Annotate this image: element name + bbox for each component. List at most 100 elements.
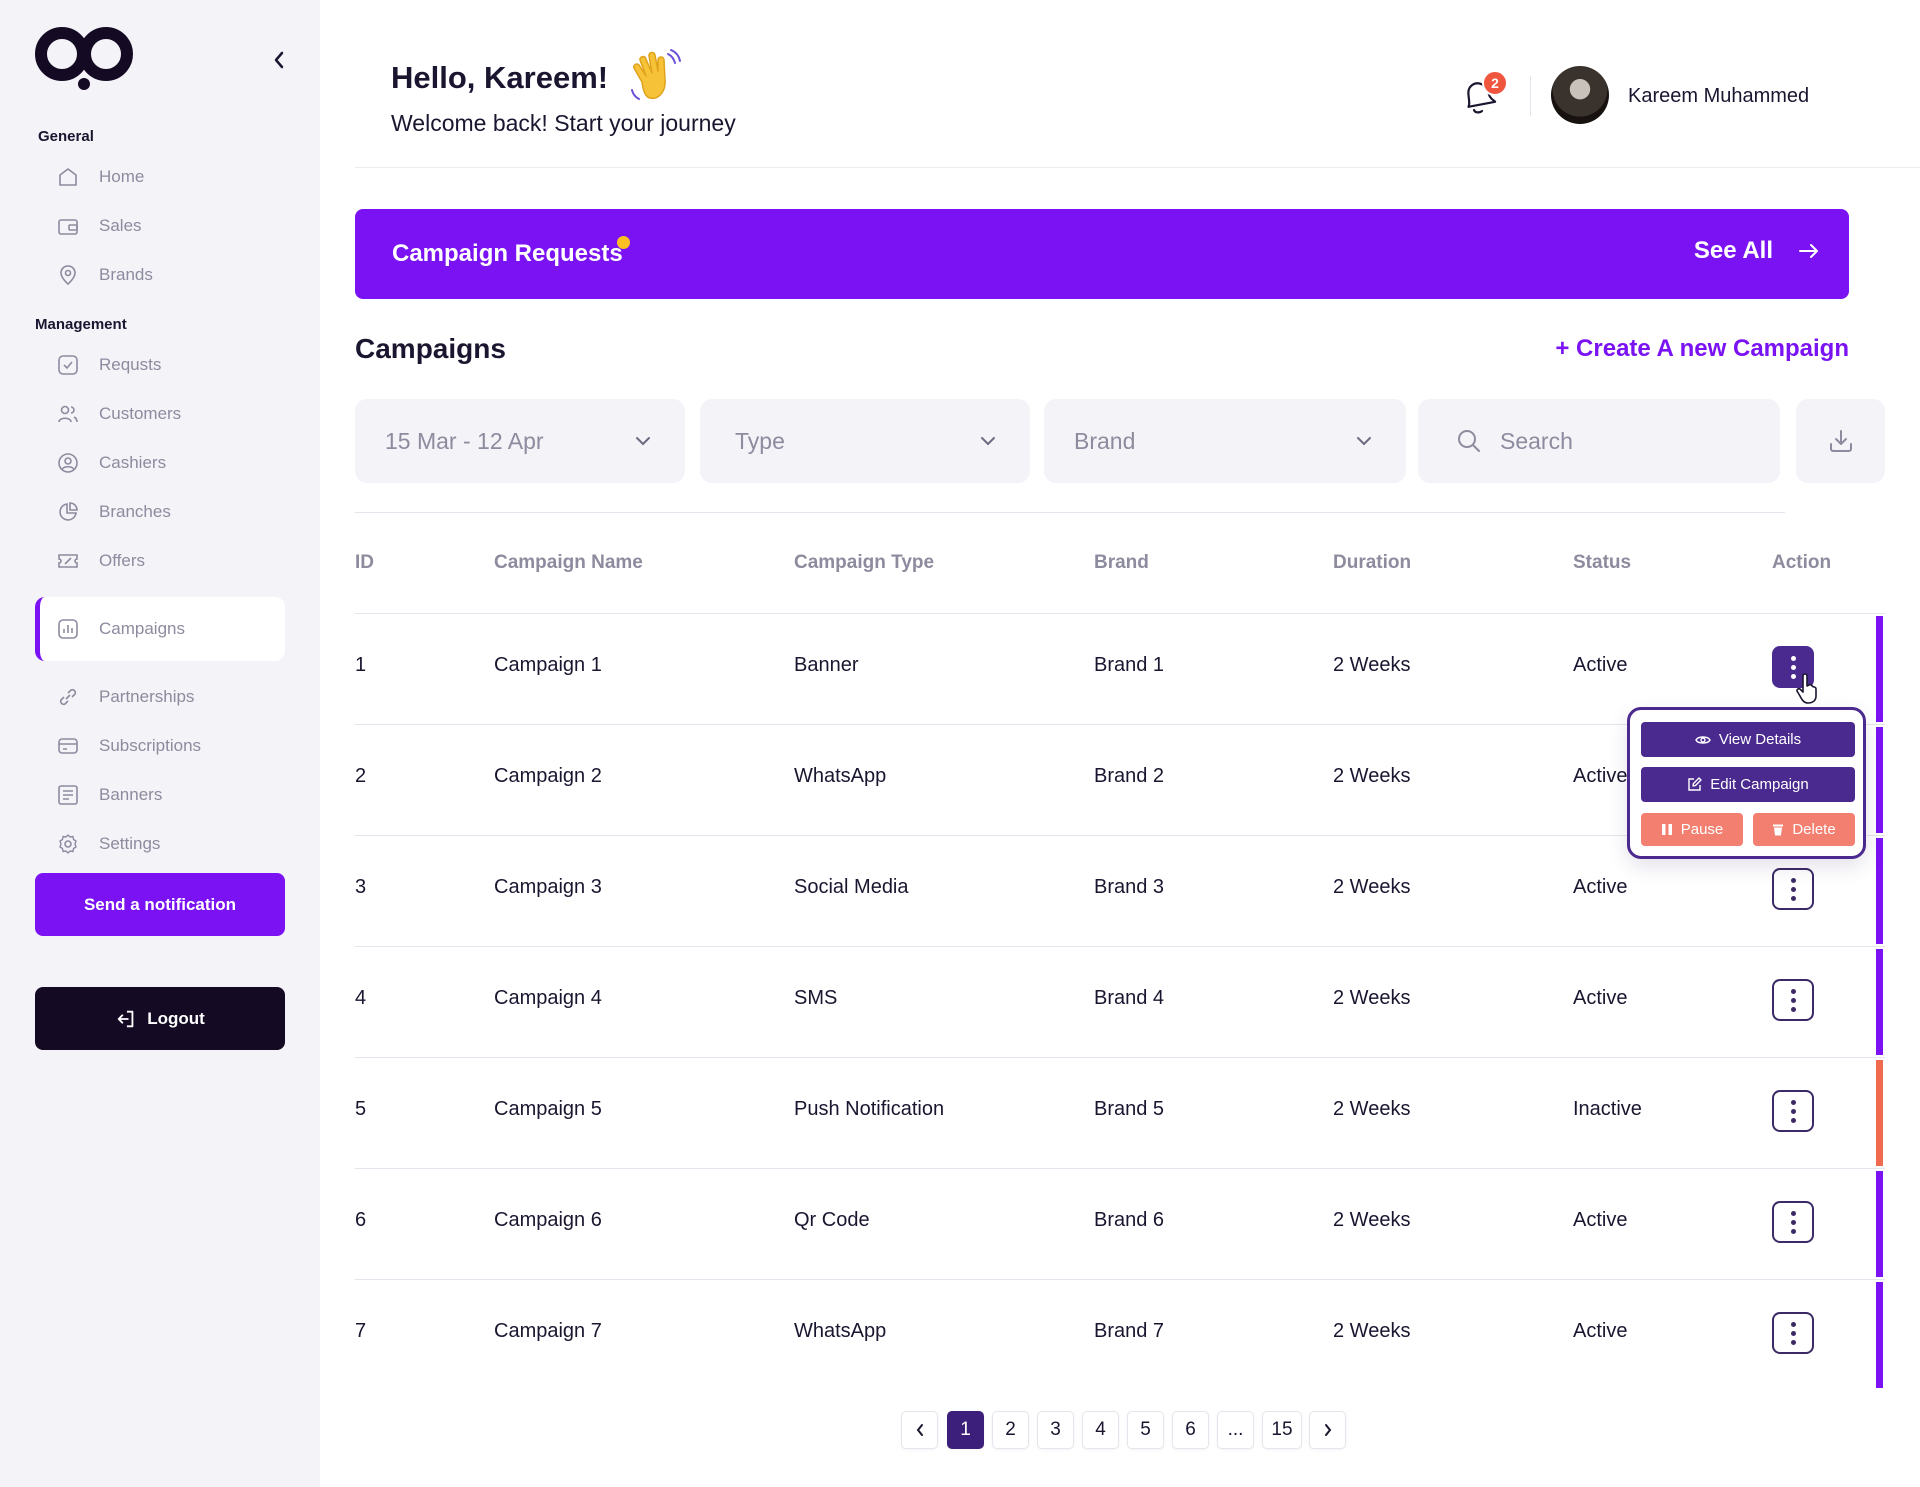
type-filter-value: Type [735,427,785,454]
see-all-link[interactable]: See All [1694,237,1819,265]
sidebar-item-campaigns[interactable]: Campaigns [35,597,285,661]
sidebar-item-settings[interactable]: Settings [35,822,285,866]
welcome-subtitle: Welcome back! Start your journey [391,110,736,136]
pause-label: Pause [1680,821,1724,838]
row-actions-button[interactable] [1772,1312,1814,1354]
sidebar-item-label: Banners [99,785,163,804]
sidebar-item-label: Cashiers [99,453,167,472]
logout-icon [117,1010,134,1027]
search-input[interactable]: Search [1418,399,1780,483]
sidebar-item-label: Brands [99,265,153,284]
pagination-page-2[interactable]: 2 [992,1411,1029,1449]
cell-campaign-name: Campaign 6 [494,1209,602,1231]
cell-status: Inactive [1573,1098,1642,1120]
cell-id: 7 [355,1320,367,1342]
row-actions-button[interactable] [1772,979,1814,1021]
pagination-page-1[interactable]: 1 [947,1411,984,1449]
sidebar-item-label: Subscriptions [99,736,202,755]
user-circle-icon [55,450,81,476]
filter-divider [355,512,1785,513]
sidebar-item-label: Requsts [99,355,162,374]
sidebar-item-requsts[interactable]: Requsts [35,343,285,387]
row-actions-button[interactable] [1772,1201,1814,1243]
sidebar-item-brands[interactable]: Brands [35,253,285,297]
cell-id: 5 [355,1098,367,1120]
collapse-sidebar-button[interactable] [268,48,290,72]
column-header-campaign-type: Campaign Type [794,552,935,573]
cell-campaign-type: Social Media [794,876,909,898]
edit-campaign-label: Edit Campaign [1710,776,1809,793]
cell-status: Active [1573,1209,1628,1231]
cell-campaign-type: SMS [794,987,838,1009]
waving-hand-icon [631,49,681,100]
view-details-button[interactable]: View Details [1641,722,1855,757]
table-row: 1 Campaign 1 Banner Brand 1 2 Weeks Acti… [355,613,1885,724]
brand-filter[interactable]: Brand [1044,399,1406,483]
row-actions-button[interactable] [1772,868,1814,910]
sidebar-item-offers[interactable]: Offers [35,539,285,583]
pagination-page-5[interactable]: 5 [1127,1411,1164,1449]
status-accent-bar [1876,727,1883,833]
status-accent-bar [1876,1060,1883,1166]
pagination-page-6[interactable]: 6 [1172,1411,1209,1449]
gear-icon [55,831,81,857]
sidebar-item-sales[interactable]: Sales [35,204,285,248]
logout-label: Logout [147,1008,205,1028]
column-header-action: Action [1772,552,1832,573]
date-range-filter[interactable]: 15 Mar - 12 Apr [355,399,685,483]
pie-icon [55,499,81,525]
type-filter[interactable]: Type [700,399,1030,483]
pagination-page-3[interactable]: 3 [1037,1411,1074,1449]
delete-button[interactable]: Delete [1753,813,1855,846]
greeting-title: Hello, Kareem! [391,60,609,95]
sidebar-item-cashiers[interactable]: Cashiers [35,441,285,485]
cell-status: Active [1573,876,1628,898]
sidebar-item-label: Branches [99,502,171,521]
bell-icon[interactable] [1458,74,1498,118]
sidebar-item-customers[interactable]: Customers [35,392,285,436]
pagination-page-4[interactable]: 4 [1082,1411,1119,1449]
cell-duration: 2 Weeks [1333,1320,1411,1342]
sidebar-item-label: Sales [99,216,142,235]
link-icon [55,684,81,710]
sidebar-item-label: Offers [99,551,145,570]
send-notification-button[interactable]: Send a notification [35,873,285,936]
chevron-right-icon [1324,1424,1331,1436]
cell-duration: 2 Weeks [1333,1098,1411,1120]
sidebar-item-branches[interactable]: Branches [35,490,285,534]
cell-campaign-type: WhatsApp [794,765,887,787]
avatar[interactable] [1551,66,1609,124]
pagination-page-15[interactable]: 15 [1262,1411,1302,1449]
cell-duration: 2 Weeks [1333,654,1411,676]
card-icon [55,733,81,759]
sidebar-item-subscriptions[interactable]: Subscriptions [35,724,285,768]
sidebar-item-partnerships[interactable]: Partnerships [35,675,285,719]
view-details-label: View Details [1718,731,1802,748]
wallet-icon [55,213,81,239]
edit-icon [1688,777,1702,791]
edit-campaign-button[interactable]: Edit Campaign [1641,767,1855,802]
logout-button[interactable]: Logout [35,987,285,1050]
status-accent-bar [1876,1282,1883,1388]
pagination-prev-button[interactable] [901,1411,938,1449]
cell-campaign-type: Banner [794,654,859,676]
cell-status: Active [1573,987,1628,1009]
sidebar-item-label: Customers [99,404,182,423]
pause-button[interactable]: Pause [1641,813,1743,846]
download-button[interactable] [1796,399,1885,483]
users-icon [55,401,81,427]
pagination-next-button[interactable] [1309,1411,1346,1449]
sidebar-item-label: Partnerships [99,687,195,706]
cell-campaign-type: Qr Code [794,1209,870,1231]
eye-icon [1695,735,1711,744]
row-actions-menu: View Details Edit Campaign Pause Delete [1627,707,1866,859]
cell-campaign-name: Campaign 1 [494,654,602,676]
row-actions-button[interactable] [1772,1090,1814,1132]
chart-icon [55,616,81,642]
sidebar-item-banners[interactable]: Banners [35,773,285,817]
sidebar-item-home[interactable]: Home [35,155,285,199]
table-row: 3 Campaign 3 Social Media Brand 3 2 Week… [355,835,1885,946]
cell-brand: Brand 2 [1094,765,1165,787]
create-campaign-link[interactable]: + Create A new Campaign [1555,335,1849,362]
sidebar-item-label: Campaigns [99,619,185,638]
